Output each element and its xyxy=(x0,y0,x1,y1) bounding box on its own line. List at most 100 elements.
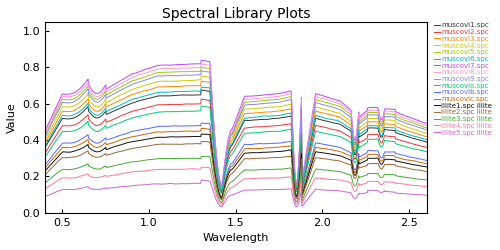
illite4.spc illite xyxy=(286,176,292,178)
muscovi1.spc xyxy=(66,117,71,120)
muscovi1.spc xyxy=(372,126,378,130)
muscovi7.spc xyxy=(198,59,204,62)
illite4.spc illite xyxy=(42,187,48,190)
muscovio.spc xyxy=(372,138,378,141)
muscovi8.spc xyxy=(274,95,280,98)
muscovib.spc xyxy=(198,122,204,124)
muscovi2.spc xyxy=(332,128,338,132)
muscovi4.spc xyxy=(218,187,224,190)
muscovi1.spc xyxy=(424,140,430,143)
muscovi4.spc xyxy=(42,138,48,141)
muscovi8.spc xyxy=(42,131,48,134)
muscovib.spc xyxy=(286,140,292,143)
muscovi2.spc xyxy=(286,122,292,126)
muscovi2.spc xyxy=(264,125,270,128)
Line: muscovi7.spc: muscovi7.spc xyxy=(45,60,426,185)
muscovi7.spc xyxy=(286,90,292,93)
muscovi3.spc xyxy=(264,110,270,114)
muscovio.spc xyxy=(286,128,292,131)
illite4.spc illite xyxy=(274,176,280,180)
muscovio.spc xyxy=(332,134,338,137)
muscovi4.spc xyxy=(66,106,71,108)
muscovi1.spc xyxy=(264,118,270,121)
muscovio.spc xyxy=(218,192,224,195)
Line: muscovi2.spc: muscovi2.spc xyxy=(45,99,426,192)
muscovi8.spc xyxy=(218,184,224,187)
muscovi7.spc xyxy=(218,184,224,186)
illite3.spc illite xyxy=(332,170,338,173)
muscovic.spc xyxy=(332,149,338,152)
illite3.spc illite xyxy=(264,168,270,171)
illite5.spc illite xyxy=(332,189,338,192)
muscovic.spc xyxy=(66,146,71,149)
muscovi5.spc xyxy=(42,133,48,136)
illite5.spc illite xyxy=(264,188,270,191)
muscovi9.spc xyxy=(424,128,430,131)
muscovi4.spc xyxy=(424,132,430,135)
illite3.spc illite xyxy=(201,155,207,158)
Line: muscovi4.spc: muscovi4.spc xyxy=(45,76,426,188)
muscovi2.spc xyxy=(274,124,280,127)
illite4.spc illite xyxy=(66,176,71,180)
illite1.spc illite xyxy=(42,169,48,172)
muscovi2.spc xyxy=(372,133,378,136)
illite4.spc illite xyxy=(332,178,338,181)
muscovi9.spc xyxy=(274,101,280,104)
muscovic.spc xyxy=(218,196,224,199)
illite1.spc illite xyxy=(332,154,338,156)
Line: illite4.spc illite: illite4.spc illite xyxy=(45,167,426,204)
illite1.spc illite xyxy=(200,132,206,136)
muscovi5.spc xyxy=(66,98,71,101)
muscovic.spc xyxy=(264,146,270,149)
illite1.spc illite xyxy=(424,166,430,168)
muscovic.spc xyxy=(424,162,430,165)
illite2.spc illite xyxy=(424,170,430,173)
illite5.spc illite xyxy=(66,188,71,191)
muscovi8.spc xyxy=(332,101,338,104)
muscovi9.spc xyxy=(332,106,338,110)
muscovi2.spc xyxy=(424,146,430,149)
muscovi4.spc xyxy=(274,105,280,108)
muscovio.spc xyxy=(66,130,71,133)
muscovi3.spc xyxy=(218,188,224,190)
muscovi4.spc xyxy=(286,103,292,106)
illite1.spc illite xyxy=(372,157,378,160)
muscovic.spc xyxy=(274,146,280,149)
muscovi6.spc xyxy=(198,86,204,88)
muscovi3.spc xyxy=(286,108,292,111)
Line: muscovi3.spc: muscovi3.spc xyxy=(45,81,426,189)
muscovi1.spc xyxy=(218,189,224,192)
muscovi4.spc xyxy=(198,74,204,77)
muscovi1.spc xyxy=(274,117,280,120)
Legend: muscovi1.spc, muscovi2.spc, muscovi3.spc, muscovi4.spc, muscovi5.spc, muscovi6.s: muscovi1.spc, muscovi2.spc, muscovi3.spc… xyxy=(434,22,493,136)
muscovic.spc xyxy=(286,145,292,148)
muscovi8.spc xyxy=(66,95,71,98)
muscovi5.spc xyxy=(424,126,430,129)
illite5.spc illite xyxy=(42,195,48,198)
illite2.spc illite xyxy=(332,159,338,162)
illite2.spc illite xyxy=(218,198,224,201)
muscovi9.spc xyxy=(66,102,71,104)
muscovi6.spc xyxy=(264,114,270,117)
muscovi3.spc xyxy=(66,110,71,113)
illite3.spc illite xyxy=(274,168,280,171)
illite4.spc illite xyxy=(424,185,430,188)
muscovi3.spc xyxy=(424,135,430,138)
muscovi2.spc xyxy=(198,98,204,100)
muscovi5.spc xyxy=(372,111,378,114)
muscovib.spc xyxy=(332,145,338,148)
muscovi1.spc xyxy=(332,122,338,125)
muscovib.spc xyxy=(372,149,378,152)
muscovi8.spc xyxy=(264,96,270,99)
muscovi3.spc xyxy=(332,114,338,117)
muscovi5.spc xyxy=(286,96,292,99)
muscovi5.spc xyxy=(218,185,224,188)
muscovi6.spc xyxy=(424,138,430,141)
muscovib.spc xyxy=(42,163,48,166)
Line: muscovi9.spc: muscovi9.spc xyxy=(45,71,426,187)
illite5.spc illite xyxy=(198,178,204,182)
Title: Spectral Library Plots: Spectral Library Plots xyxy=(162,7,310,21)
muscovi4.spc xyxy=(332,111,338,114)
muscovio.spc xyxy=(198,104,204,108)
illite1.spc illite xyxy=(218,197,224,200)
